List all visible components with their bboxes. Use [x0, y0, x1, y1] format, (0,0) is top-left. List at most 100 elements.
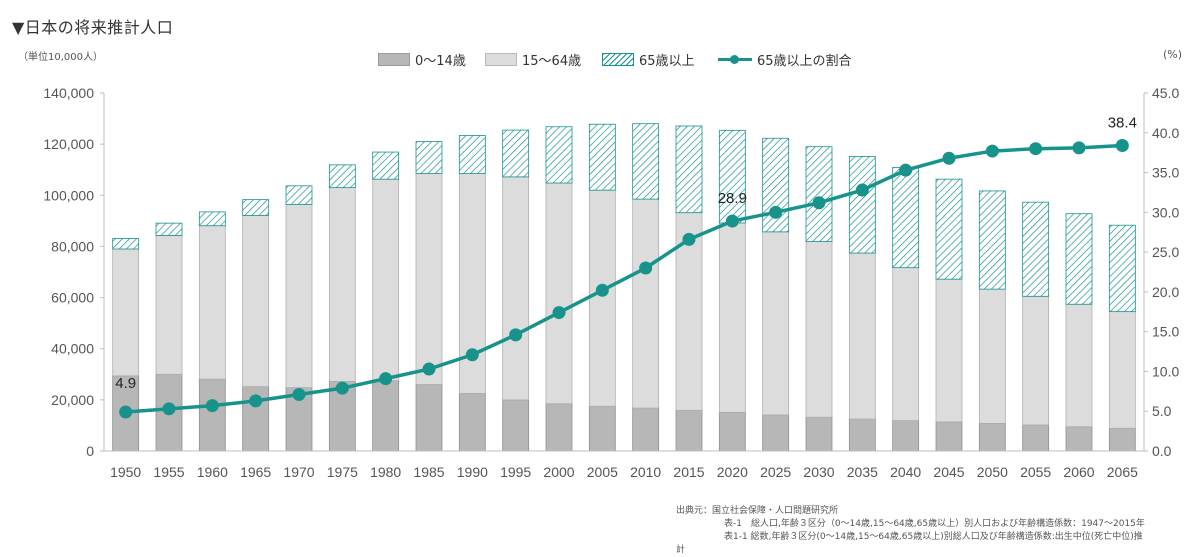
- bar-young-2000: [545, 403, 573, 452]
- legend-item-ratio: 65歳以上の割合: [718, 50, 852, 69]
- bar-working-2020: [718, 222, 746, 413]
- x-tick-label: 2030: [803, 464, 834, 480]
- bar-working-1965: [242, 215, 270, 387]
- bar-elderly-1950: [112, 238, 140, 250]
- legend-swatch-young: [378, 53, 410, 66]
- bar-elderly-1955: [155, 222, 183, 236]
- ratio-point-1985: [422, 362, 436, 376]
- x-tick-label: 2010: [630, 464, 661, 480]
- bar-young-2055: [1022, 424, 1050, 452]
- bar-young-2040: [892, 420, 920, 452]
- ratio-point-2000: [552, 306, 566, 320]
- ratio-point-2040: [899, 163, 913, 177]
- left-tick-label: 80,000: [51, 238, 94, 254]
- x-tick-label: 2060: [1063, 464, 1094, 480]
- legend-item-elderly: 65歳以上: [602, 50, 695, 69]
- ratio-point-1995: [509, 328, 523, 342]
- ratio-point-2050: [985, 144, 999, 158]
- right-tick-label: 15.0: [1152, 324, 1179, 340]
- ratio-point-2035: [855, 183, 869, 197]
- ratio-point-2065: [1115, 139, 1129, 153]
- bar-working-2030: [805, 241, 833, 418]
- x-tick-label: 1990: [457, 464, 488, 480]
- bar-young-2065: [1108, 427, 1136, 452]
- bar-working-1960: [198, 225, 226, 380]
- ratio-point-2045: [942, 151, 956, 165]
- bar-young-2015: [675, 409, 703, 452]
- bar-elderly-1960: [198, 211, 226, 227]
- right-tick-label: 5.0: [1152, 403, 1172, 419]
- bar-young-1995: [502, 399, 530, 452]
- bar-elderly-2040: [892, 167, 920, 269]
- x-tick-label: 1995: [500, 464, 531, 480]
- bar-working-2025: [762, 231, 790, 416]
- left-tick-label: 140,000: [43, 85, 94, 101]
- bar-working-2065: [1108, 311, 1136, 429]
- bar-elderly-2010: [632, 123, 660, 200]
- ratio-point-2030: [812, 196, 826, 210]
- x-tick-label: 1975: [327, 464, 358, 480]
- bar-elderly-1975: [328, 164, 356, 189]
- bar-working-2055: [1022, 295, 1050, 426]
- legend-swatch-working: [485, 53, 517, 66]
- x-tick-label: 1950: [110, 464, 141, 480]
- bar-elderly-2030: [805, 146, 833, 242]
- source-line-3: 計: [676, 545, 686, 555]
- right-axis-unit: (%): [1163, 48, 1183, 61]
- bar-elderly-1985: [415, 141, 443, 174]
- left-tick-label: 0: [86, 443, 94, 459]
- bar-elderly-2045: [935, 178, 963, 280]
- bar-working-1950: [112, 248, 140, 377]
- bar-young-2045: [935, 421, 963, 452]
- bar-elderly-2060: [1065, 213, 1093, 305]
- x-tick-label: 2065: [1107, 464, 1138, 480]
- ratio-point-1990: [465, 348, 479, 362]
- data-label-2065: 38.4: [1108, 115, 1137, 132]
- data-label-1950: 4.9: [115, 375, 136, 392]
- right-tick-label: 0.0: [1152, 443, 1172, 459]
- bar-working-1985: [415, 173, 443, 385]
- left-tick-label: 120,000: [43, 136, 94, 152]
- right-tick-label: 30.0: [1152, 204, 1179, 220]
- source-line-1: 表-1 総人口,年齢３区分（0〜14歳,15〜64歳,65歳以上）別人口および年…: [724, 519, 1145, 529]
- x-tick-label: 2000: [543, 464, 574, 480]
- bar-young-2020: [718, 411, 746, 452]
- page-title: ▼日本の将来推計人口: [12, 18, 174, 37]
- left-tick-label: 60,000: [51, 290, 94, 306]
- x-tick-label: 1955: [153, 464, 184, 480]
- x-tick-label: 1970: [283, 464, 314, 480]
- x-tick-label: 2040: [890, 464, 921, 480]
- legend-label-young: 0〜14歳: [415, 54, 466, 69]
- left-tick-label: 20,000: [51, 392, 94, 408]
- bar-young-1990: [458, 393, 486, 452]
- legend-label-working: 15〜64歳: [522, 54, 582, 69]
- left-tick-label: 40,000: [51, 341, 94, 357]
- ratio-point-1970: [292, 388, 306, 402]
- bar-young-2030: [805, 416, 833, 452]
- x-tick-label: 2045: [933, 464, 964, 480]
- bar-elderly-2055: [1022, 201, 1050, 297]
- bar-working-1995: [502, 176, 530, 401]
- right-tick-label: 45.0: [1152, 85, 1179, 101]
- left-tick-label: 100,000: [43, 187, 94, 203]
- legend-line-ratio: [718, 53, 752, 66]
- bar-working-2035: [848, 252, 876, 420]
- legend-label-ratio: 65歳以上の割合: [757, 54, 852, 69]
- x-tick-label: 1960: [197, 464, 228, 480]
- bar-working-2060: [1065, 303, 1093, 428]
- bar-working-2040: [892, 267, 920, 421]
- source-note: 出典元：国立社会保障・人口問題研究所 表-1 総人口,年齢３区分（0〜14歳,1…: [676, 505, 1145, 557]
- ratio-point-2005: [595, 283, 609, 297]
- source-line-0: 出典元：国立社会保障・人口問題研究所: [676, 506, 839, 516]
- ratio-point-1955: [162, 402, 176, 416]
- bar-working-1980: [372, 178, 400, 382]
- bar-elderly-2035: [848, 156, 876, 254]
- ratio-point-2020: [725, 214, 739, 228]
- ratio-point-1965: [249, 394, 263, 408]
- ratio-point-1960: [205, 399, 219, 413]
- bar-young-2010: [632, 407, 660, 452]
- bar-elderly-2050: [978, 190, 1006, 290]
- legend-label-elderly: 65歳以上: [639, 54, 695, 69]
- bar-working-2000: [545, 182, 573, 405]
- bar-young-2005: [588, 405, 616, 452]
